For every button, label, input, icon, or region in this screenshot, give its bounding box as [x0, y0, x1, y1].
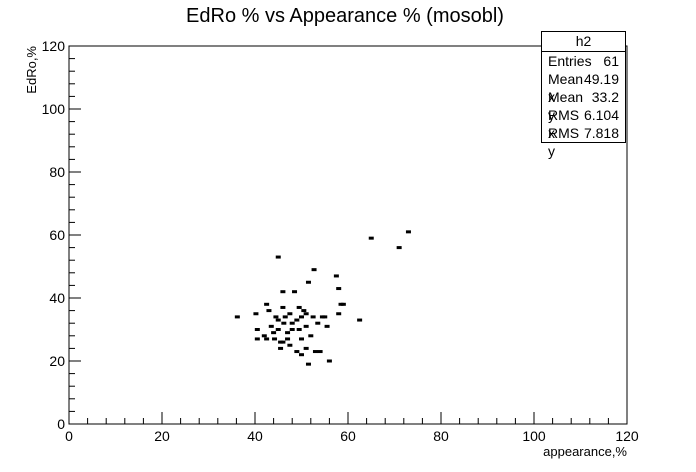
data-point — [261, 334, 267, 338]
data-point — [282, 315, 288, 319]
data-point — [280, 305, 286, 309]
data-point — [396, 246, 402, 250]
data-point — [275, 318, 281, 322]
data-point — [254, 337, 260, 341]
x-tick-label: 0 — [65, 428, 73, 444]
data-point — [271, 331, 277, 335]
data-points — [234, 230, 411, 366]
y-axis-label: EdRo,% — [24, 46, 39, 94]
x-axis-label: appearance,% — [543, 444, 627, 459]
data-point — [294, 350, 300, 354]
stats-row-mean-x: Mean x 49.19 — [542, 70, 625, 105]
data-point — [287, 312, 293, 316]
data-point — [292, 290, 298, 294]
data-point — [287, 343, 293, 347]
data-point — [326, 359, 332, 363]
data-point — [264, 337, 270, 341]
data-point — [268, 324, 274, 328]
data-point — [299, 337, 304, 341]
data-point — [285, 337, 291, 341]
stats-value: 33.2 — [591, 89, 619, 105]
stats-value: 61 — [603, 53, 619, 69]
data-point — [264, 302, 270, 306]
data-point — [310, 315, 316, 319]
data-point — [254, 328, 260, 331]
data-point — [294, 318, 300, 322]
y-tick-label: 80 — [49, 164, 65, 180]
data-point — [315, 321, 321, 325]
y-axis: 0 20 40 60 80 100 120 — [42, 38, 81, 432]
data-point — [234, 315, 240, 319]
y-tick-label: 120 — [42, 38, 66, 54]
data-point — [311, 268, 317, 272]
stats-value: 6.104 — [583, 107, 619, 123]
data-point — [312, 350, 318, 354]
data-point — [305, 362, 311, 366]
x-tick-label: 60 — [340, 428, 356, 444]
data-point — [340, 302, 346, 306]
data-point — [299, 315, 304, 319]
stats-row-mean-y: Mean y 33.2 — [542, 88, 625, 123]
data-point — [333, 274, 339, 278]
data-point — [324, 324, 330, 328]
data-point — [303, 346, 309, 350]
data-point — [303, 312, 309, 316]
y-tick-label: 0 — [57, 416, 65, 432]
data-point — [272, 337, 278, 341]
data-point — [299, 353, 304, 357]
stats-value: 49.19 — [583, 71, 619, 87]
data-point — [278, 346, 284, 350]
data-point — [322, 315, 328, 319]
x-tick-label: 20 — [154, 428, 170, 444]
x-axis: 0 20 40 60 80 100 120 — [65, 412, 639, 444]
data-point — [296, 328, 302, 331]
x-tick-label: 80 — [433, 428, 449, 444]
data-point — [305, 280, 311, 284]
y-tick-label: 60 — [49, 227, 65, 243]
data-point — [275, 255, 281, 259]
x-tick-label: 120 — [615, 428, 639, 444]
data-point — [336, 312, 342, 316]
data-point — [280, 340, 286, 344]
stats-row-rms-y: RMS y 7.818 — [542, 124, 625, 159]
stats-label: RMS x — [548, 107, 580, 141]
x-tick-label: 40 — [247, 428, 263, 444]
chart-title: EdRo % vs Appearance % (mosobl) — [186, 5, 504, 27]
stats-label: RMS y — [548, 125, 580, 159]
data-point — [266, 309, 272, 313]
data-point — [405, 230, 411, 234]
data-point — [301, 309, 307, 313]
data-point — [303, 324, 309, 328]
data-point — [368, 236, 374, 240]
data-point — [289, 321, 295, 325]
y-tick-label: 100 — [42, 101, 66, 117]
data-point — [280, 290, 286, 294]
data-point — [308, 334, 314, 338]
x-tick-label: 100 — [522, 428, 546, 444]
data-point — [296, 305, 302, 309]
stats-box: h2 Entries 61 Mean x 49.19 Mean y 33.2 R… — [541, 31, 626, 159]
stats-label: Entries — [548, 53, 592, 69]
stats-label: Mean x — [548, 71, 584, 105]
data-point — [275, 328, 281, 331]
data-point — [281, 321, 287, 325]
data-point — [357, 318, 363, 322]
y-tick-label: 40 — [49, 290, 65, 306]
stats-box-title: h2 — [542, 32, 625, 52]
data-point — [317, 350, 323, 354]
data-point — [253, 312, 259, 316]
stats-row-entries: Entries 61 — [542, 52, 625, 70]
data-point — [336, 287, 342, 291]
y-tick-label: 20 — [49, 353, 65, 369]
stats-row-rms-x: RMS x 6.104 — [542, 106, 625, 141]
data-point — [273, 315, 279, 319]
stats-value: 7.818 — [583, 125, 619, 141]
data-point — [289, 328, 295, 331]
data-point — [285, 331, 291, 335]
stats-label: Mean y — [548, 89, 584, 123]
